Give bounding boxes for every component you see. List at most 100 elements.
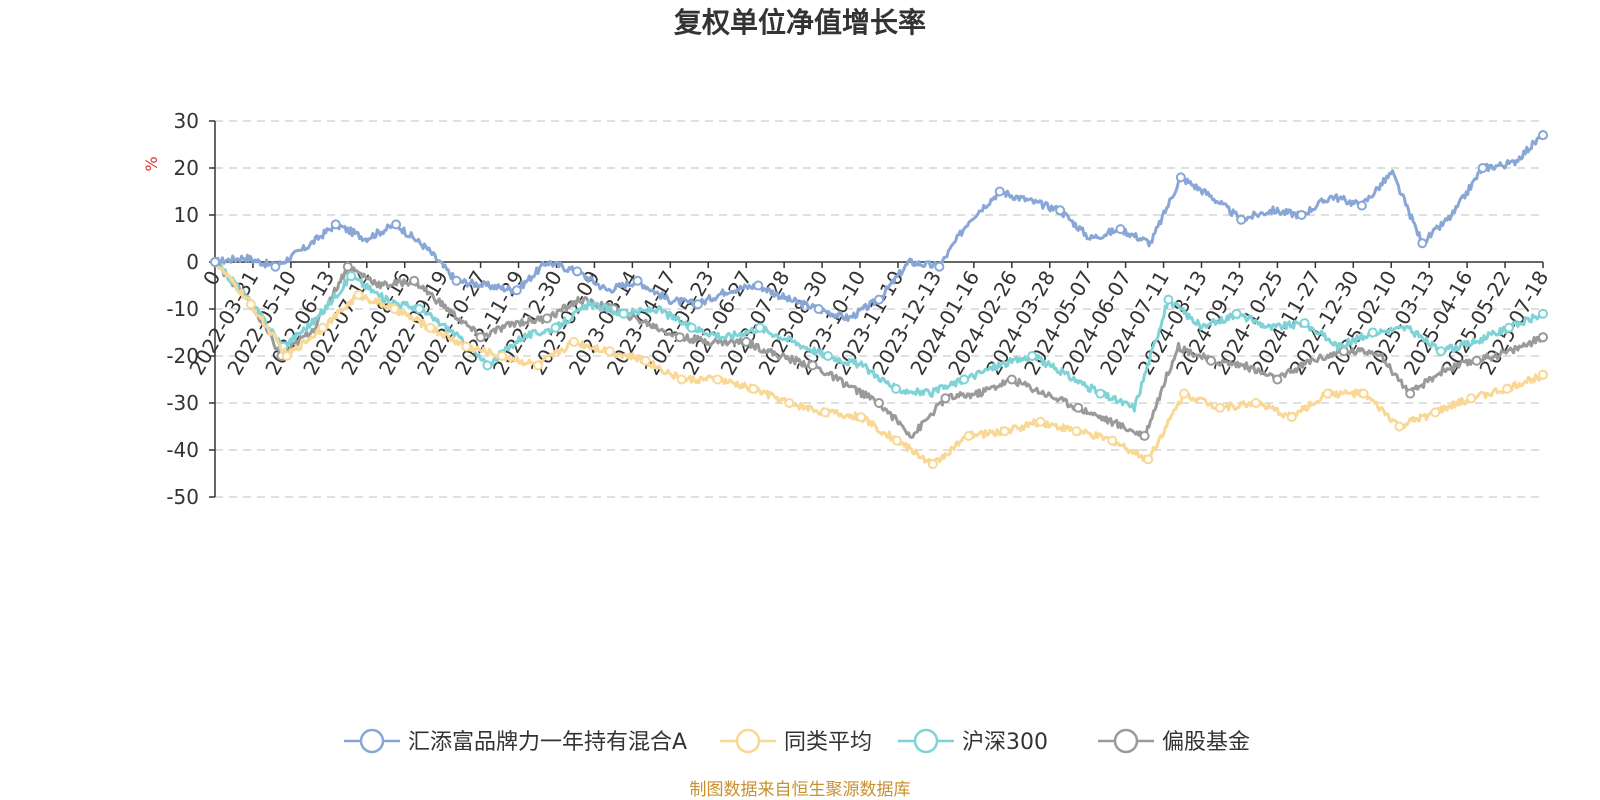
data-point [856, 412, 867, 423]
data-point [1435, 346, 1446, 357]
series-1 [210, 257, 1548, 470]
data-point [1027, 351, 1038, 361]
data-point [1538, 130, 1548, 141]
data-point [1095, 388, 1106, 399]
data-point [533, 360, 544, 371]
data-point [874, 294, 884, 305]
legend-item[interactable]: 偏股基金 [1098, 728, 1250, 755]
data-point [414, 304, 425, 314]
data-point [542, 313, 552, 324]
legend-swatch-marker [913, 728, 939, 754]
data-point [1405, 388, 1416, 399]
data-point [1471, 355, 1482, 366]
data-point [1143, 454, 1154, 465]
data-point [1236, 214, 1247, 225]
data-point [754, 322, 765, 333]
data-point [1179, 388, 1190, 399]
data-point [934, 261, 945, 272]
legend-swatch-marker [735, 728, 761, 754]
data-point [632, 275, 643, 286]
legend-item[interactable]: 沪深300 [898, 728, 1048, 755]
y-tick-label: -40 [166, 438, 199, 462]
data-point [409, 275, 420, 286]
y-tick-label: 30 [174, 109, 199, 133]
data-point [1356, 200, 1367, 211]
data-point [686, 322, 697, 333]
data-point [1417, 238, 1428, 249]
data-point [210, 257, 220, 267]
data-point [1466, 393, 1477, 404]
y-tick-label: 0 [186, 250, 199, 274]
data-point [317, 322, 328, 333]
data-point [1394, 421, 1405, 432]
data-point [389, 304, 400, 314]
data-point [1286, 412, 1297, 423]
data-point [461, 341, 472, 352]
legend-label: 同类平均 [784, 730, 872, 755]
data-point [342, 261, 353, 272]
data-point [822, 351, 833, 361]
data-point [813, 304, 824, 314]
data-point [940, 393, 951, 404]
data-point [475, 332, 486, 343]
data-point [1139, 430, 1150, 441]
data-point [1214, 402, 1225, 413]
data-point [891, 435, 902, 446]
data-point [245, 299, 256, 310]
data-point [618, 308, 629, 319]
chart-title: 复权单位净值增长率 [674, 6, 926, 39]
data-point [1055, 205, 1066, 216]
series-lines [210, 130, 1548, 470]
data-point [784, 398, 795, 408]
data-point [1296, 210, 1307, 220]
data-point [874, 398, 884, 408]
data-point [511, 285, 522, 296]
x-tick-labels: 02022-03-312022-05-102022-06-132022-07-1… [184, 266, 1553, 379]
data-point [1163, 294, 1174, 305]
data-point [807, 360, 818, 371]
source-note: 制图数据来自恒生聚源数据库 [690, 780, 911, 800]
data-point [1115, 224, 1126, 235]
data-point [1299, 318, 1310, 329]
legend-swatch-marker [1113, 728, 1139, 754]
data-point [963, 430, 974, 441]
series-line [213, 261, 1545, 465]
data-point [999, 426, 1010, 437]
y-tick-label: 10 [174, 203, 199, 227]
legend-label: 沪深300 [962, 730, 1048, 755]
legend-item[interactable]: 同类平均 [720, 728, 872, 755]
data-point [1477, 163, 1488, 173]
data-point [568, 336, 579, 347]
data-point [1071, 426, 1082, 437]
data-point [753, 280, 764, 291]
data-point [353, 289, 364, 300]
data-point [330, 219, 341, 230]
data-point [891, 383, 902, 394]
data-point [1272, 374, 1283, 385]
data-point [927, 459, 938, 470]
legend-label: 汇添富品牌力一年持有混合A [408, 730, 687, 755]
series-0 [210, 130, 1548, 322]
data-point [1250, 398, 1261, 408]
data-point [281, 351, 292, 361]
data-point [692, 299, 703, 310]
data-point [741, 336, 752, 347]
data-point [1358, 388, 1369, 399]
data-point [674, 332, 685, 343]
data-point [1538, 308, 1548, 319]
legend-item[interactable]: 汇添富品牌力一年持有混合A [344, 728, 687, 755]
data-point [994, 186, 1005, 197]
data-point [748, 383, 759, 394]
series-3 [210, 257, 1548, 441]
data-point [1503, 322, 1514, 333]
data-point [1502, 383, 1513, 394]
data-point [550, 322, 561, 333]
data-point [1206, 355, 1216, 366]
data-point [1107, 435, 1118, 446]
data-point [572, 266, 583, 277]
data-point [712, 374, 723, 385]
data-point [482, 360, 493, 371]
data-point [1322, 388, 1333, 399]
legend[interactable]: 汇添富品牌力一年持有混合A 同类平均 沪深300 偏股基金 [344, 728, 1250, 755]
